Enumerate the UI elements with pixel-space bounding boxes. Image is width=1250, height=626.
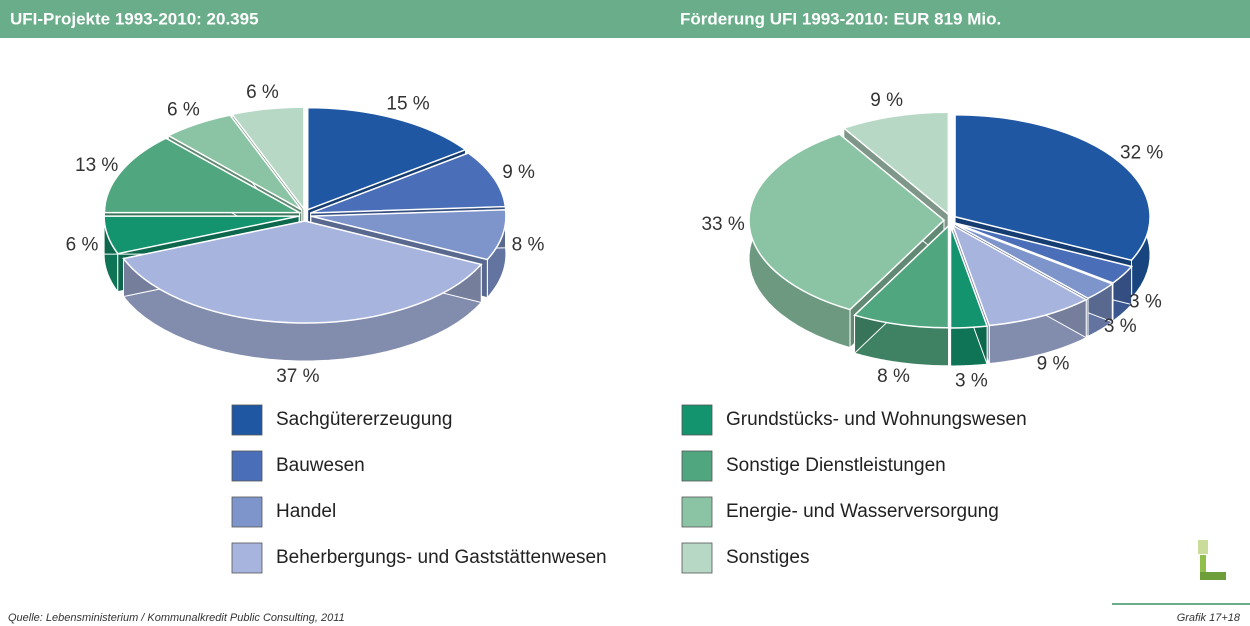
data-label: 9 % (502, 162, 535, 183)
slice (748, 133, 946, 311)
slice (166, 114, 303, 211)
legend-swatch (681, 542, 713, 574)
slice (103, 137, 303, 214)
pie-tops (748, 111, 1151, 329)
slice (954, 114, 1151, 262)
chart-title: Förderung UFI 1993-2010: EUR 819 Mio. (680, 9, 1001, 28)
legend-swatch (231, 542, 263, 574)
legend-swatch (681, 496, 713, 528)
legend-label: Energie- und Wasserversorgung (726, 501, 999, 522)
legend-swatch (231, 450, 263, 482)
data-label: 3 % (955, 370, 988, 391)
legend-swatch (681, 404, 713, 436)
data-label: 8 % (512, 234, 545, 255)
legend-label: Sachgütererzeugung (276, 409, 452, 430)
data-label: 15 % (386, 94, 429, 115)
slice (103, 215, 300, 255)
figure-number: Grafik 17+18 (1177, 612, 1241, 624)
legend-label: Sonstige Dienstleistungen (726, 455, 946, 476)
data-label: 37 % (276, 366, 319, 387)
legend-swatch (681, 450, 713, 482)
data-label: 3 % (1129, 291, 1162, 312)
source: Quelle: Lebensministerium / Kommunalkred… (8, 612, 345, 624)
slice (951, 223, 1088, 327)
slice (310, 152, 507, 214)
legend-label: Handel (276, 501, 336, 522)
data-label: 6 % (167, 99, 200, 120)
slice (949, 225, 989, 329)
data-label: 8 % (877, 366, 910, 387)
legend-swatch (231, 496, 263, 528)
data-label: 13 % (75, 155, 118, 176)
legend-swatch (231, 404, 263, 436)
data-label: 3 % (1104, 316, 1137, 337)
slice (954, 223, 1114, 300)
data-label: 9 % (870, 90, 903, 111)
slice (230, 106, 305, 212)
legend-label: Grundstücks- und Wohnungswesen (726, 409, 1027, 430)
pie (103, 106, 507, 362)
slice (310, 208, 507, 261)
data-label: 33 % (701, 214, 744, 235)
data-label: 6 % (246, 82, 279, 103)
slice (842, 111, 950, 216)
legend-label: Sonstiges (726, 547, 809, 568)
legend-label: Bauwesen (276, 455, 365, 476)
data-label: 6 % (66, 234, 99, 255)
chart-title: UFI-Projekte 1993-2010: 20.395 (10, 9, 259, 28)
slice (306, 106, 468, 211)
slice (954, 222, 1134, 284)
pie (748, 111, 1151, 367)
logo (1198, 540, 1226, 580)
data-label: 32 % (1120, 143, 1163, 164)
slice (122, 220, 483, 324)
legend-label: Beherbergungs- und Gaststättenwesen (276, 547, 607, 568)
header-bar (0, 0, 1250, 38)
data-label: 9 % (1037, 353, 1070, 374)
slice (853, 224, 950, 329)
pie-tops (103, 106, 507, 324)
